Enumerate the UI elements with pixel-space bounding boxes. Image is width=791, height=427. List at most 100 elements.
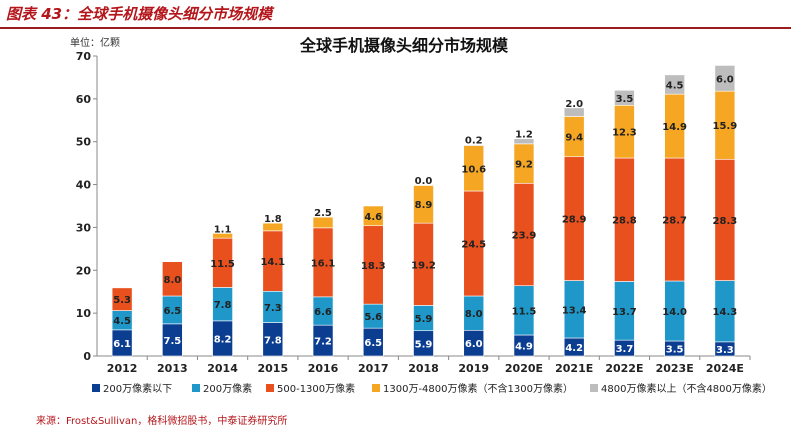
bar-segment [563, 107, 585, 117]
data-label: 2.0 [565, 99, 583, 110]
legend-swatch [372, 384, 380, 392]
data-label: 14.9 [662, 122, 687, 133]
data-label: 4.5 [113, 316, 131, 327]
data-label: 14.0 [662, 307, 687, 318]
data-label: 13.7 [612, 307, 637, 318]
legend-swatch [92, 384, 100, 392]
data-label: 5.9 [415, 314, 433, 325]
bar-segment [413, 184, 434, 186]
data-label: 6.0 [465, 339, 483, 350]
x-tick-label: 2017 [358, 362, 389, 375]
legend-swatch [266, 384, 274, 392]
y-tick-label: 20 [76, 264, 92, 277]
bar-segment [664, 74, 685, 95]
y-tick-label: 60 [76, 93, 92, 106]
data-label: 4.9 [515, 342, 533, 353]
data-label: 23.9 [512, 231, 537, 242]
source-note: 来源：Frost&Sullivan，格科微招股书，中泰证券研究所 [36, 416, 288, 427]
x-tick-label: 2013 [157, 362, 188, 375]
data-label: 24.5 [461, 240, 486, 251]
data-label: 10.6 [461, 164, 486, 175]
x-tick-label: 2016 [308, 362, 339, 375]
data-label: 5.9 [415, 339, 433, 350]
data-label: 1.8 [264, 214, 282, 225]
data-label: 0.0 [415, 176, 433, 187]
y-tick-label: 30 [76, 221, 92, 234]
x-tick-label: 2022E [605, 362, 643, 375]
data-label: 28.7 [662, 216, 687, 227]
chart-title: 全球手机摄像头细分市场规模 [300, 36, 509, 55]
data-label: 1.2 [515, 130, 533, 141]
legend-label: 200万像素 [203, 382, 252, 395]
data-label: 8.9 [415, 200, 433, 211]
data-label: 7.8 [214, 300, 232, 311]
data-label: 3.5 [666, 345, 684, 356]
legend-swatch [590, 384, 598, 392]
data-label: 5.6 [364, 312, 382, 323]
x-tick-label: 2018 [408, 362, 439, 375]
data-label: 15.9 [713, 121, 738, 132]
bar-segment [312, 216, 334, 229]
data-label: 8.0 [465, 309, 483, 320]
data-label: 4.5 [666, 81, 684, 92]
data-label: 4.2 [565, 343, 583, 354]
legend-swatch [192, 384, 200, 392]
y-tick-label: 10 [76, 307, 92, 320]
y-tick-label: 70 [76, 50, 92, 63]
data-label: 8.0 [163, 275, 181, 286]
x-tick-label: 2024E [706, 362, 744, 375]
data-label: 7.8 [264, 335, 282, 346]
legend-label: 1300万-4800万像素（不含1300万像素） [383, 382, 573, 395]
x-tick-label: 2023E [656, 362, 694, 375]
data-label: 6.0 [716, 74, 734, 85]
data-label: 7.5 [163, 336, 181, 347]
data-label: 12.3 [612, 128, 637, 139]
data-label: 9.2 [515, 160, 533, 171]
data-label: 6.1 [113, 339, 131, 350]
unit-label: 单位：亿颗 [70, 38, 120, 49]
bar-segment [111, 287, 133, 311]
data-label: 16.1 [311, 258, 336, 269]
data-label: 9.4 [565, 133, 583, 144]
data-label: 19.2 [411, 260, 436, 271]
data-label: 6.6 [314, 307, 332, 318]
bar-segment [463, 144, 485, 146]
legend-label: 4800万像素以上（不含4800万像素） [601, 382, 772, 395]
data-label: 3.7 [616, 344, 634, 355]
data-label: 6.5 [364, 338, 382, 349]
data-label: 14.3 [713, 307, 738, 318]
data-label: 14.1 [260, 257, 285, 268]
x-tick-label: 2012 [107, 362, 138, 375]
bar-segment [714, 65, 736, 92]
data-label: 28.3 [713, 216, 738, 227]
data-label: 3.3 [716, 345, 734, 356]
data-label: 1.1 [214, 224, 232, 235]
data-label: 28.9 [562, 215, 587, 226]
y-tick-label: 0 [83, 350, 91, 363]
x-tick-label: 2019 [458, 362, 489, 375]
data-label: 6.5 [163, 306, 181, 317]
legend-label: 500-1300万像素 [277, 382, 355, 395]
y-tick-label: 50 [76, 136, 92, 149]
x-tick-label: 2014 [207, 362, 238, 375]
data-label: 7.2 [314, 337, 332, 348]
bar-segment [614, 89, 635, 106]
legend-label: 200万像素以下 [103, 382, 172, 395]
data-label: 2.5 [314, 208, 332, 219]
x-tick-label: 2020E [505, 362, 543, 375]
bar-segment [162, 261, 183, 297]
x-tick-label: 2015 [257, 362, 288, 375]
x-tick-label: 2021E [555, 362, 593, 375]
figure-caption-bar: 图表 43：全球手机摄像头细分市场规模 [0, 0, 791, 29]
bar-segment [262, 222, 284, 232]
data-label: 28.8 [612, 216, 637, 227]
data-label: 8.2 [214, 334, 232, 345]
data-label: 3.5 [616, 94, 634, 105]
bar-segment [212, 233, 233, 239]
data-label: 11.5 [210, 259, 235, 270]
bar-segment [513, 138, 535, 145]
data-label: 11.5 [512, 306, 537, 317]
data-label: 4.6 [364, 212, 382, 223]
data-label: 0.2 [465, 136, 483, 147]
